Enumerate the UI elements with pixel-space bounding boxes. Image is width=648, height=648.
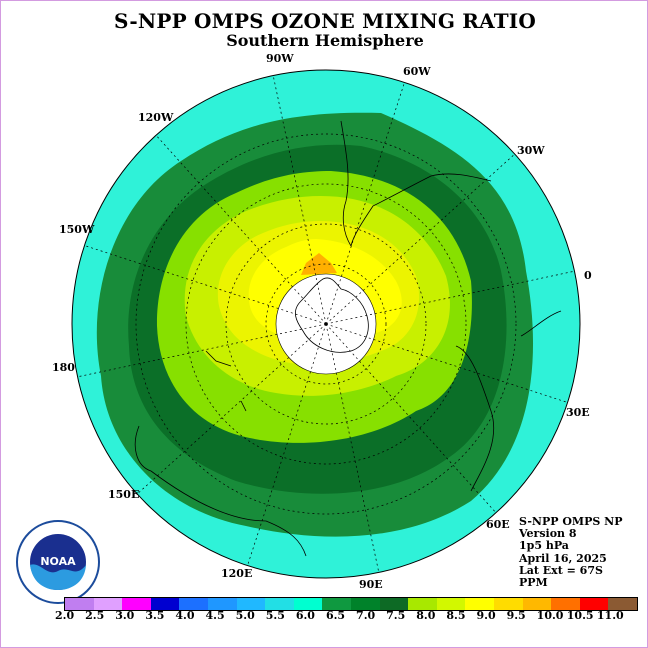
colorbar-tick-label: 7.0: [356, 609, 376, 622]
meridian-line: [325, 323, 568, 403]
latitude-circle: [185, 183, 467, 465]
lon-label-60w: 60W: [403, 65, 431, 78]
colorbar-swatch: [436, 598, 466, 610]
colorbar-swatch: [265, 598, 294, 610]
lon-label-0: 0: [584, 269, 592, 282]
map-subtitle: Southern Hemisphere: [226, 31, 424, 50]
lat-lon-grid: [77, 75, 575, 573]
meridian-line: [247, 323, 327, 566]
colorbar-tick-label: 3.0: [115, 609, 135, 622]
colorbar-tick-label: 9.5: [506, 609, 526, 622]
meridian-line: [325, 323, 380, 573]
colorbar-tick-label: 9.0: [476, 609, 496, 622]
info-version: Version 8: [519, 527, 577, 541]
info-pressure-level: 1p5 hPa: [519, 539, 569, 553]
colorbar-tick-label: 10.0: [536, 609, 564, 622]
colorbar-tick-label: 5.5: [265, 609, 285, 622]
lon-label-60e: 60E: [486, 518, 510, 531]
colorbar-swatch: [93, 598, 123, 610]
australia-coast: [134, 425, 307, 557]
antarctica-coast: [294, 277, 369, 353]
lon-label-150e: 150E: [108, 488, 140, 501]
lon-label-90w: 90W: [266, 52, 294, 65]
colorbar-swatch: [465, 598, 494, 610]
map-border: [71, 69, 581, 579]
meridian-line: [155, 135, 327, 325]
meridian-line: [325, 270, 575, 325]
colorbar-swatch: [408, 598, 437, 610]
lon-label-180: 180: [52, 361, 75, 374]
map-info-block: S-NPP OMPS NP Version 8 1p5 hPa April 16…: [519, 515, 623, 590]
colorbar-swatch: [150, 598, 180, 610]
colorbar-swatch: [522, 598, 552, 610]
colorbar-swatch: [122, 598, 151, 610]
meridian-line: [272, 75, 327, 325]
colorbar-tick-label: 8.5: [446, 609, 466, 622]
info-units: PPM: [519, 576, 548, 590]
meridian-line: [84, 245, 327, 325]
lon-label-90e: 90E: [359, 578, 383, 591]
colorbar-tick-label: 10.5: [566, 609, 594, 622]
colorbar-tick-label: 8.0: [416, 609, 436, 622]
colorbar-swatch: [551, 598, 580, 610]
colorbar-tick-label: 2.0: [55, 609, 75, 622]
colorbar-swatch: [322, 598, 351, 610]
info-lat-ext: Lat Ext = 67S: [519, 563, 603, 577]
meridian-line: [137, 323, 327, 495]
colorbar-swatch: [65, 598, 94, 610]
lon-label-30w: 30W: [517, 144, 545, 157]
info-date: April 16, 2025: [519, 551, 607, 565]
meridian-line: [325, 323, 497, 513]
colorbar-tick-label: 6.0: [295, 609, 315, 622]
map-title: S-NPP OMPS OZONE MIXING RATIO: [114, 9, 536, 33]
colorbar: [64, 597, 638, 611]
colorbar-tick-label: 5.0: [235, 609, 255, 622]
zone-9-5-peak: [301, 253, 337, 275]
info-instrument: S-NPP OMPS NP: [519, 515, 623, 528]
lon-label-120w: 120W: [138, 111, 174, 124]
colorbar-tick-label: 7.5: [386, 609, 406, 622]
colorbar-tick-label: 3.5: [145, 609, 165, 622]
lon-label-30e: 30E: [566, 406, 590, 419]
colorbar-swatch: [350, 598, 380, 610]
africa-coast: [455, 310, 562, 492]
latitude-circle: [135, 133, 517, 515]
colorbar-tick-label: 2.5: [85, 609, 105, 622]
colorbar-tick-label: 4.0: [175, 609, 195, 622]
latitude-circle: [265, 263, 387, 385]
colorbar-tick-label: 4.5: [205, 609, 225, 622]
colorbar-swatch: [293, 598, 323, 610]
colorbar-swatch: [493, 598, 523, 610]
meridian-line: [325, 82, 405, 325]
colorbar-tick-label: 6.5: [325, 609, 346, 622]
colorbar-swatch: [608, 598, 637, 610]
south-pole-marker: [324, 322, 328, 326]
meridian-line: [325, 153, 515, 325]
colorbar-tick-label: 11.0: [596, 609, 624, 622]
lon-label-150w: 150W: [59, 223, 95, 236]
meridian-line: [77, 323, 327, 378]
colorbar-swatch: [379, 598, 409, 610]
noaa-logo: NOAA: [16, 520, 100, 604]
new-zealand-coast: [205, 350, 247, 412]
latitude-circle: [225, 223, 427, 425]
south-america-coast: [340, 120, 492, 247]
colorbar-swatch: [579, 598, 609, 610]
noaa-logo-text: NOAA: [40, 555, 76, 568]
colorbar-swatch: [179, 598, 208, 610]
colorbar-swatch: [236, 598, 266, 610]
colorbar-swatch: [207, 598, 237, 610]
lon-label-120e: 120E: [221, 567, 253, 580]
